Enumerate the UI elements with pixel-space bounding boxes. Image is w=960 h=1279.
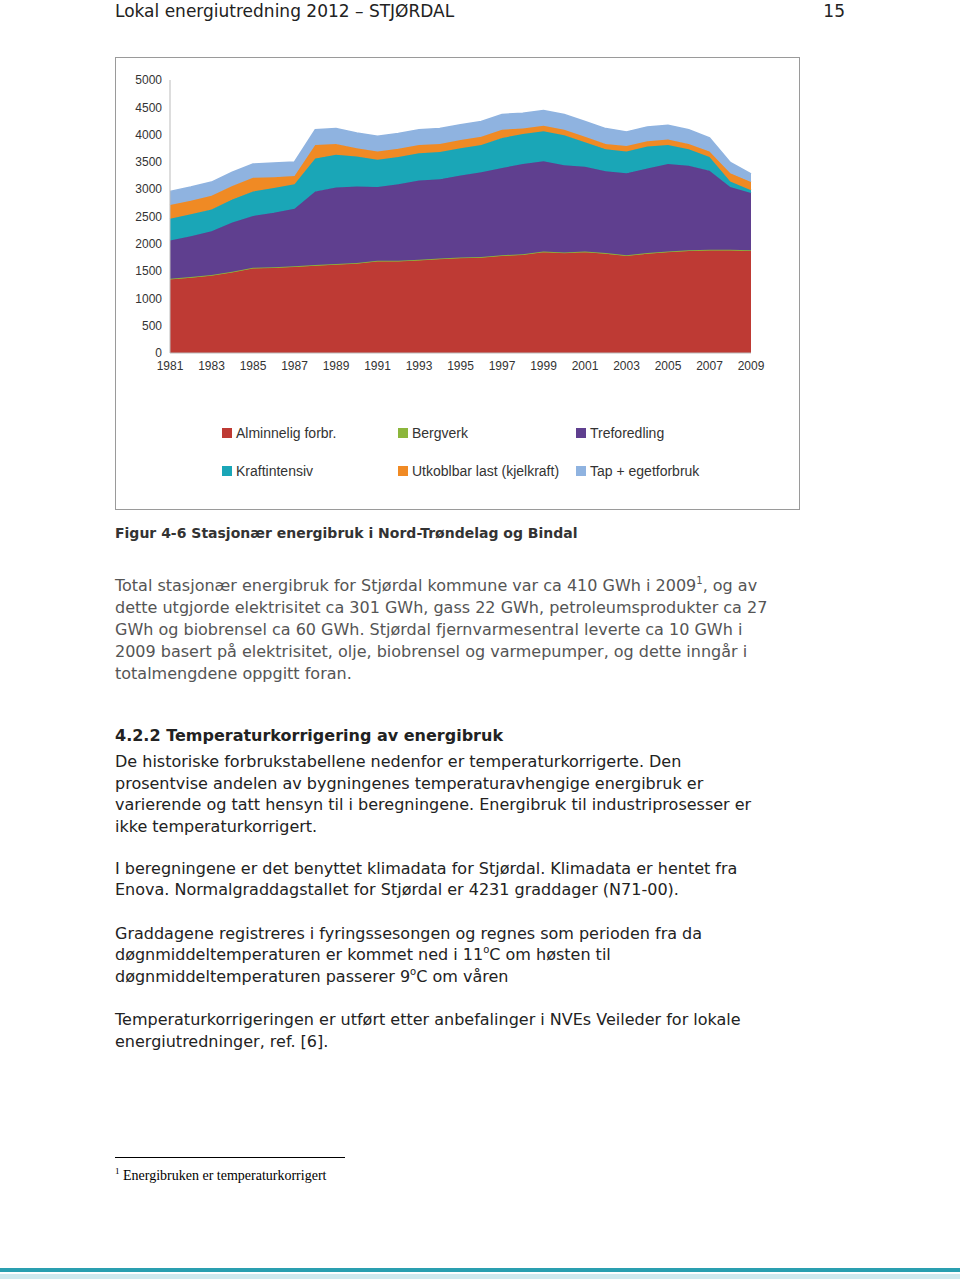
svg-text:500: 500 <box>142 319 162 333</box>
html-text:GWh og biobrensel ca 60 GWh. S: GWh og biobrensel ca 60 GWh. Stjørdal fj… <box>115 620 743 639</box>
svg-text:1000: 1000 <box>135 292 162 306</box>
html-text:4.2.2 Temperaturkorrigering av: 4.2.2 Temperaturkorrigering av energibru… <box>115 726 503 745</box>
html-text:Bergverk: Bergverk <box>412 425 468 441</box>
svg-text:1500: 1500 <box>135 264 162 278</box>
html-text:prosentvise andelen av bygning: prosentvise andelen av bygningenes tempe… <box>115 774 704 793</box>
svg-text:3500: 3500 <box>135 155 162 169</box>
html-text:I beregningene er det benyttet: I beregningene er det benyttet klimadata… <box>115 859 738 878</box>
html-text:varierende og tatt hensyn til: varierende og tatt hensyn til i beregnin… <box>115 795 752 814</box>
html-text:totalmengdene oppgitt foran.: totalmengdene oppgitt foran. <box>115 664 352 683</box>
svg-text:2500: 2500 <box>135 210 162 224</box>
html-text:2009 basert på elektrisitet, o: 2009 basert på elektrisitet, olje, biobr… <box>115 642 748 661</box>
html-text:Enova. Normalgraddagstallet fo: Enova. Normalgraddagstallet for Stjørdal… <box>115 880 679 899</box>
html-text:ikke temperaturkorrigert.: ikke temperaturkorrigert. <box>115 817 318 836</box>
html-text:Lokal energiutredning 2012 – S: Lokal energiutredning 2012 – STJØRDAL <box>115 1 455 21</box>
html-text:Treforedling: Treforedling <box>590 425 665 441</box>
svg-text:1993: 1993 <box>406 359 433 373</box>
html-text:15: 15 <box>823 1 845 21</box>
svg-text:2000: 2000 <box>135 237 162 251</box>
svg-text:1997: 1997 <box>489 359 516 373</box>
html-text:Tap + egetforbruk: Tap + egetforbruk <box>590 463 700 479</box>
html-text:1, og av: 1, og av <box>696 575 758 595</box>
html-text:døgnmiddeltemperaturen passere: døgnmiddeltemperaturen passerer 9oC om v… <box>115 966 509 986</box>
svg-text:4500: 4500 <box>135 101 162 115</box>
html-text:1 Energibruken er temperaturko: 1 Energibruken er temperaturkorrigert <box>115 1166 327 1183</box>
html-text:Temperaturkorrigeringen er utf: Temperaturkorrigeringen er utført etter … <box>115 1010 741 1029</box>
svg-text:1989: 1989 <box>323 359 350 373</box>
html-text:Kraftintensiv: Kraftintensiv <box>236 463 313 479</box>
html-text:De historiske forbrukstabellen: De historiske forbrukstabellene nedenfor… <box>115 752 682 771</box>
html-text:energiutredninger, ref. [6].: energiutredninger, ref. [6]. <box>115 1032 329 1051</box>
svg-text:1991: 1991 <box>364 359 391 373</box>
svg-text:1981: 1981 <box>157 359 184 373</box>
html-text:Graddagene registreres i fyrin: Graddagene registreres i fyringssesongen… <box>115 924 703 943</box>
svg-text:3000: 3000 <box>135 182 162 196</box>
svg-text:2005: 2005 <box>655 359 682 373</box>
svg-text:1985: 1985 <box>240 359 267 373</box>
svg-text:2007: 2007 <box>696 359 723 373</box>
html-text:Utkoblbar last (kjelkraft): Utkoblbar last (kjelkraft) <box>412 463 559 479</box>
svg-text:1995: 1995 <box>447 359 474 373</box>
svg-text:2003: 2003 <box>613 359 640 373</box>
html-text:Alminnelig forbr.: Alminnelig forbr. <box>236 425 337 441</box>
html-text:Figur 4-6 Stasjonær energibruk: Figur 4-6 Stasjonær energibruk i Nord-Tr… <box>115 525 578 541</box>
svg-text:2009: 2009 <box>738 359 765 373</box>
html-text:Total stasjonær energibruk for: Total stasjonær energibruk for Stjørdal … <box>115 576 697 595</box>
svg-text:5000: 5000 <box>135 73 162 87</box>
svg-text:2001: 2001 <box>572 359 599 373</box>
html-text:dette utgjorde elektrisitet ca: dette utgjorde elektrisitet ca 301 GWh, … <box>115 598 768 617</box>
svg-text:1999: 1999 <box>530 359 557 373</box>
svg-text:4000: 4000 <box>135 128 162 142</box>
html-text:døgnmiddeltemperaturen er komm: døgnmiddeltemperaturen er kommet ned i 1… <box>115 944 611 964</box>
svg-text:1987: 1987 <box>281 359 308 373</box>
svg-text:0: 0 <box>155 346 162 360</box>
svg-text:1983: 1983 <box>198 359 225 373</box>
